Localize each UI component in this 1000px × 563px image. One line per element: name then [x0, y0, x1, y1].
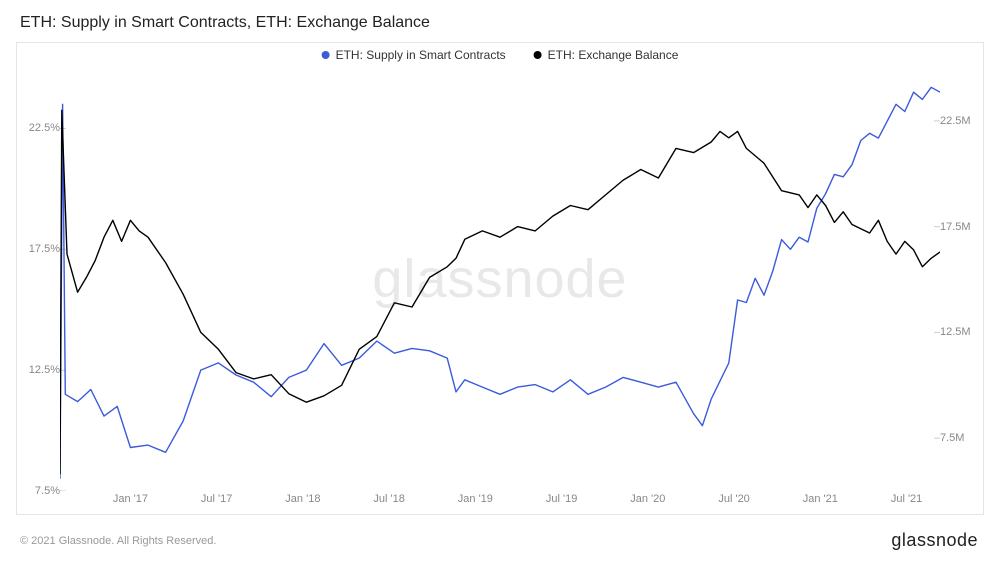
x-tick-label: Jul '19 [546, 493, 577, 505]
series-line [60, 87, 940, 479]
y-left-tick-label: 12.5% [10, 364, 60, 376]
y-right-tick-label: 22.5M [940, 115, 990, 127]
chart-svg [60, 68, 940, 491]
x-tick-label: Jul '21 [891, 493, 922, 505]
y-left-tick-label: 7.5% [10, 485, 60, 497]
plot-area [60, 68, 940, 491]
x-tick-label: Jan '18 [285, 493, 320, 505]
legend-dot-icon [534, 51, 542, 59]
x-tick-label: Jan '17 [113, 493, 148, 505]
legend-item-exchange: ETH: Exchange Balance [534, 48, 679, 62]
legend-label: ETH: Exchange Balance [548, 48, 679, 62]
legend-item-supply: ETH: Supply in Smart Contracts [322, 48, 506, 62]
footer-brand: glassnode [891, 530, 978, 551]
x-tick-label: Jul '20 [718, 493, 749, 505]
y-left-tick-label: 17.5% [10, 243, 60, 255]
x-tick-label: Jul '18 [373, 493, 404, 505]
x-tick-label: Jan '21 [803, 493, 838, 505]
legend-dot-icon [322, 51, 330, 59]
y-axis-left: 7.5%12.5%17.5%22.5% [10, 68, 60, 491]
x-axis: Jan '17 Jul '17 Jan '18 Jul '18 Jan '19 Jul '… [60, 493, 940, 509]
chart-title: ETH: Supply in Smart Contracts, ETH: Exc… [20, 14, 430, 32]
x-tick-label: Jul '17 [201, 493, 232, 505]
legend: ETH: Supply in Smart Contracts ETH: Exch… [322, 48, 679, 62]
series-line [60, 110, 940, 474]
x-tick-label: Jan '20 [630, 493, 665, 505]
x-tick-label: Jan '19 [458, 493, 493, 505]
y-right-tick-label: 17.5M [940, 221, 990, 233]
y-axis-right: 7.5M 12.5M 17.5M 22.5M [940, 68, 990, 491]
y-right-tick-label: 12.5M [940, 326, 990, 338]
footer-copyright: © 2021 Glassnode. All Rights Reserved. [20, 535, 216, 547]
legend-label: ETH: Supply in Smart Contracts [336, 48, 506, 62]
y-left-tick-label: 22.5% [10, 122, 60, 134]
y-right-tick-label: 7.5M [940, 432, 990, 444]
